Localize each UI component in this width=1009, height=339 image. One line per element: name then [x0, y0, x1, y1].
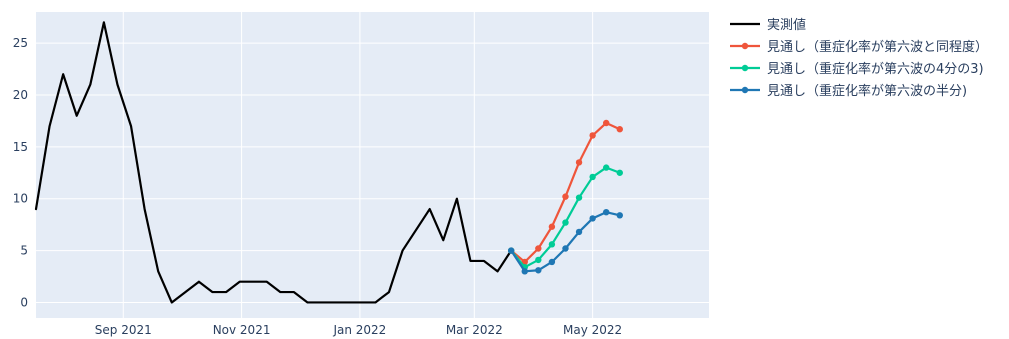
legend-label: 見通し（重症化率が第六波の4分の3)	[767, 61, 984, 77]
y-tick-label: 5	[20, 244, 28, 258]
x-tick-label: May 2022	[563, 323, 622, 337]
legend-label: 実測値	[767, 17, 806, 33]
y-tick-label: 15	[13, 140, 28, 154]
x-tick-label: Sep 2021	[95, 323, 152, 337]
series-1	[507, 119, 623, 266]
data-point	[521, 268, 528, 275]
data-point	[616, 212, 623, 219]
data-point	[575, 194, 583, 201]
series-line	[34, 21, 513, 304]
data-point	[589, 215, 596, 222]
legend-marker	[741, 64, 749, 72]
data-point	[535, 256, 542, 264]
data-point	[548, 223, 556, 230]
data-point	[575, 228, 583, 236]
data-point	[548, 241, 556, 248]
data-point	[507, 247, 515, 254]
grid	[36, 12, 709, 318]
data-point	[548, 258, 556, 266]
legend-item[interactable]: 見通し（重症化率が第六波の4分の3)	[730, 61, 984, 77]
plot-area	[36, 12, 709, 318]
data-point	[603, 119, 610, 127]
data-point	[535, 267, 542, 274]
legend-item[interactable]: 見通し（重症化率が第六波と同程度）	[730, 39, 988, 55]
y-tick-label: 20	[13, 88, 28, 102]
series-3	[507, 208, 623, 275]
x-tick-label: Jan 2022	[332, 323, 386, 337]
data-point	[603, 208, 610, 216]
data-point	[562, 193, 569, 200]
series	[34, 21, 623, 304]
y-tick-label: 0	[20, 295, 28, 309]
legend-marker	[741, 86, 749, 94]
x-tick-label: Mar 2022	[446, 323, 503, 337]
data-point	[575, 159, 583, 166]
legend-label: 見通し（重症化率が第六波と同程度）	[767, 39, 988, 55]
data-point	[562, 245, 569, 252]
data-point	[589, 132, 596, 139]
x-tick-label: Nov 2021	[213, 323, 271, 337]
axes: 0 5 10 15 20 25 Sep 2021 Nov 2021 Jan 2022 Mar 20…	[13, 36, 622, 337]
legend-item[interactable]: 見通し（重症化率が第六波の半分)	[730, 83, 967, 99]
series-0	[34, 21, 513, 304]
data-point	[535, 245, 542, 252]
data-point	[562, 219, 569, 226]
y-tick-label: 25	[13, 36, 28, 50]
y-tick-label: 10	[13, 192, 28, 206]
data-point	[589, 173, 596, 181]
legend-label: 見通し（重症化率が第六波の半分)	[767, 83, 967, 99]
data-point	[616, 169, 623, 176]
legend-marker	[741, 42, 749, 50]
data-point	[603, 164, 610, 171]
data-point	[616, 126, 623, 133]
legend-item[interactable]: 実測値	[730, 17, 806, 33]
